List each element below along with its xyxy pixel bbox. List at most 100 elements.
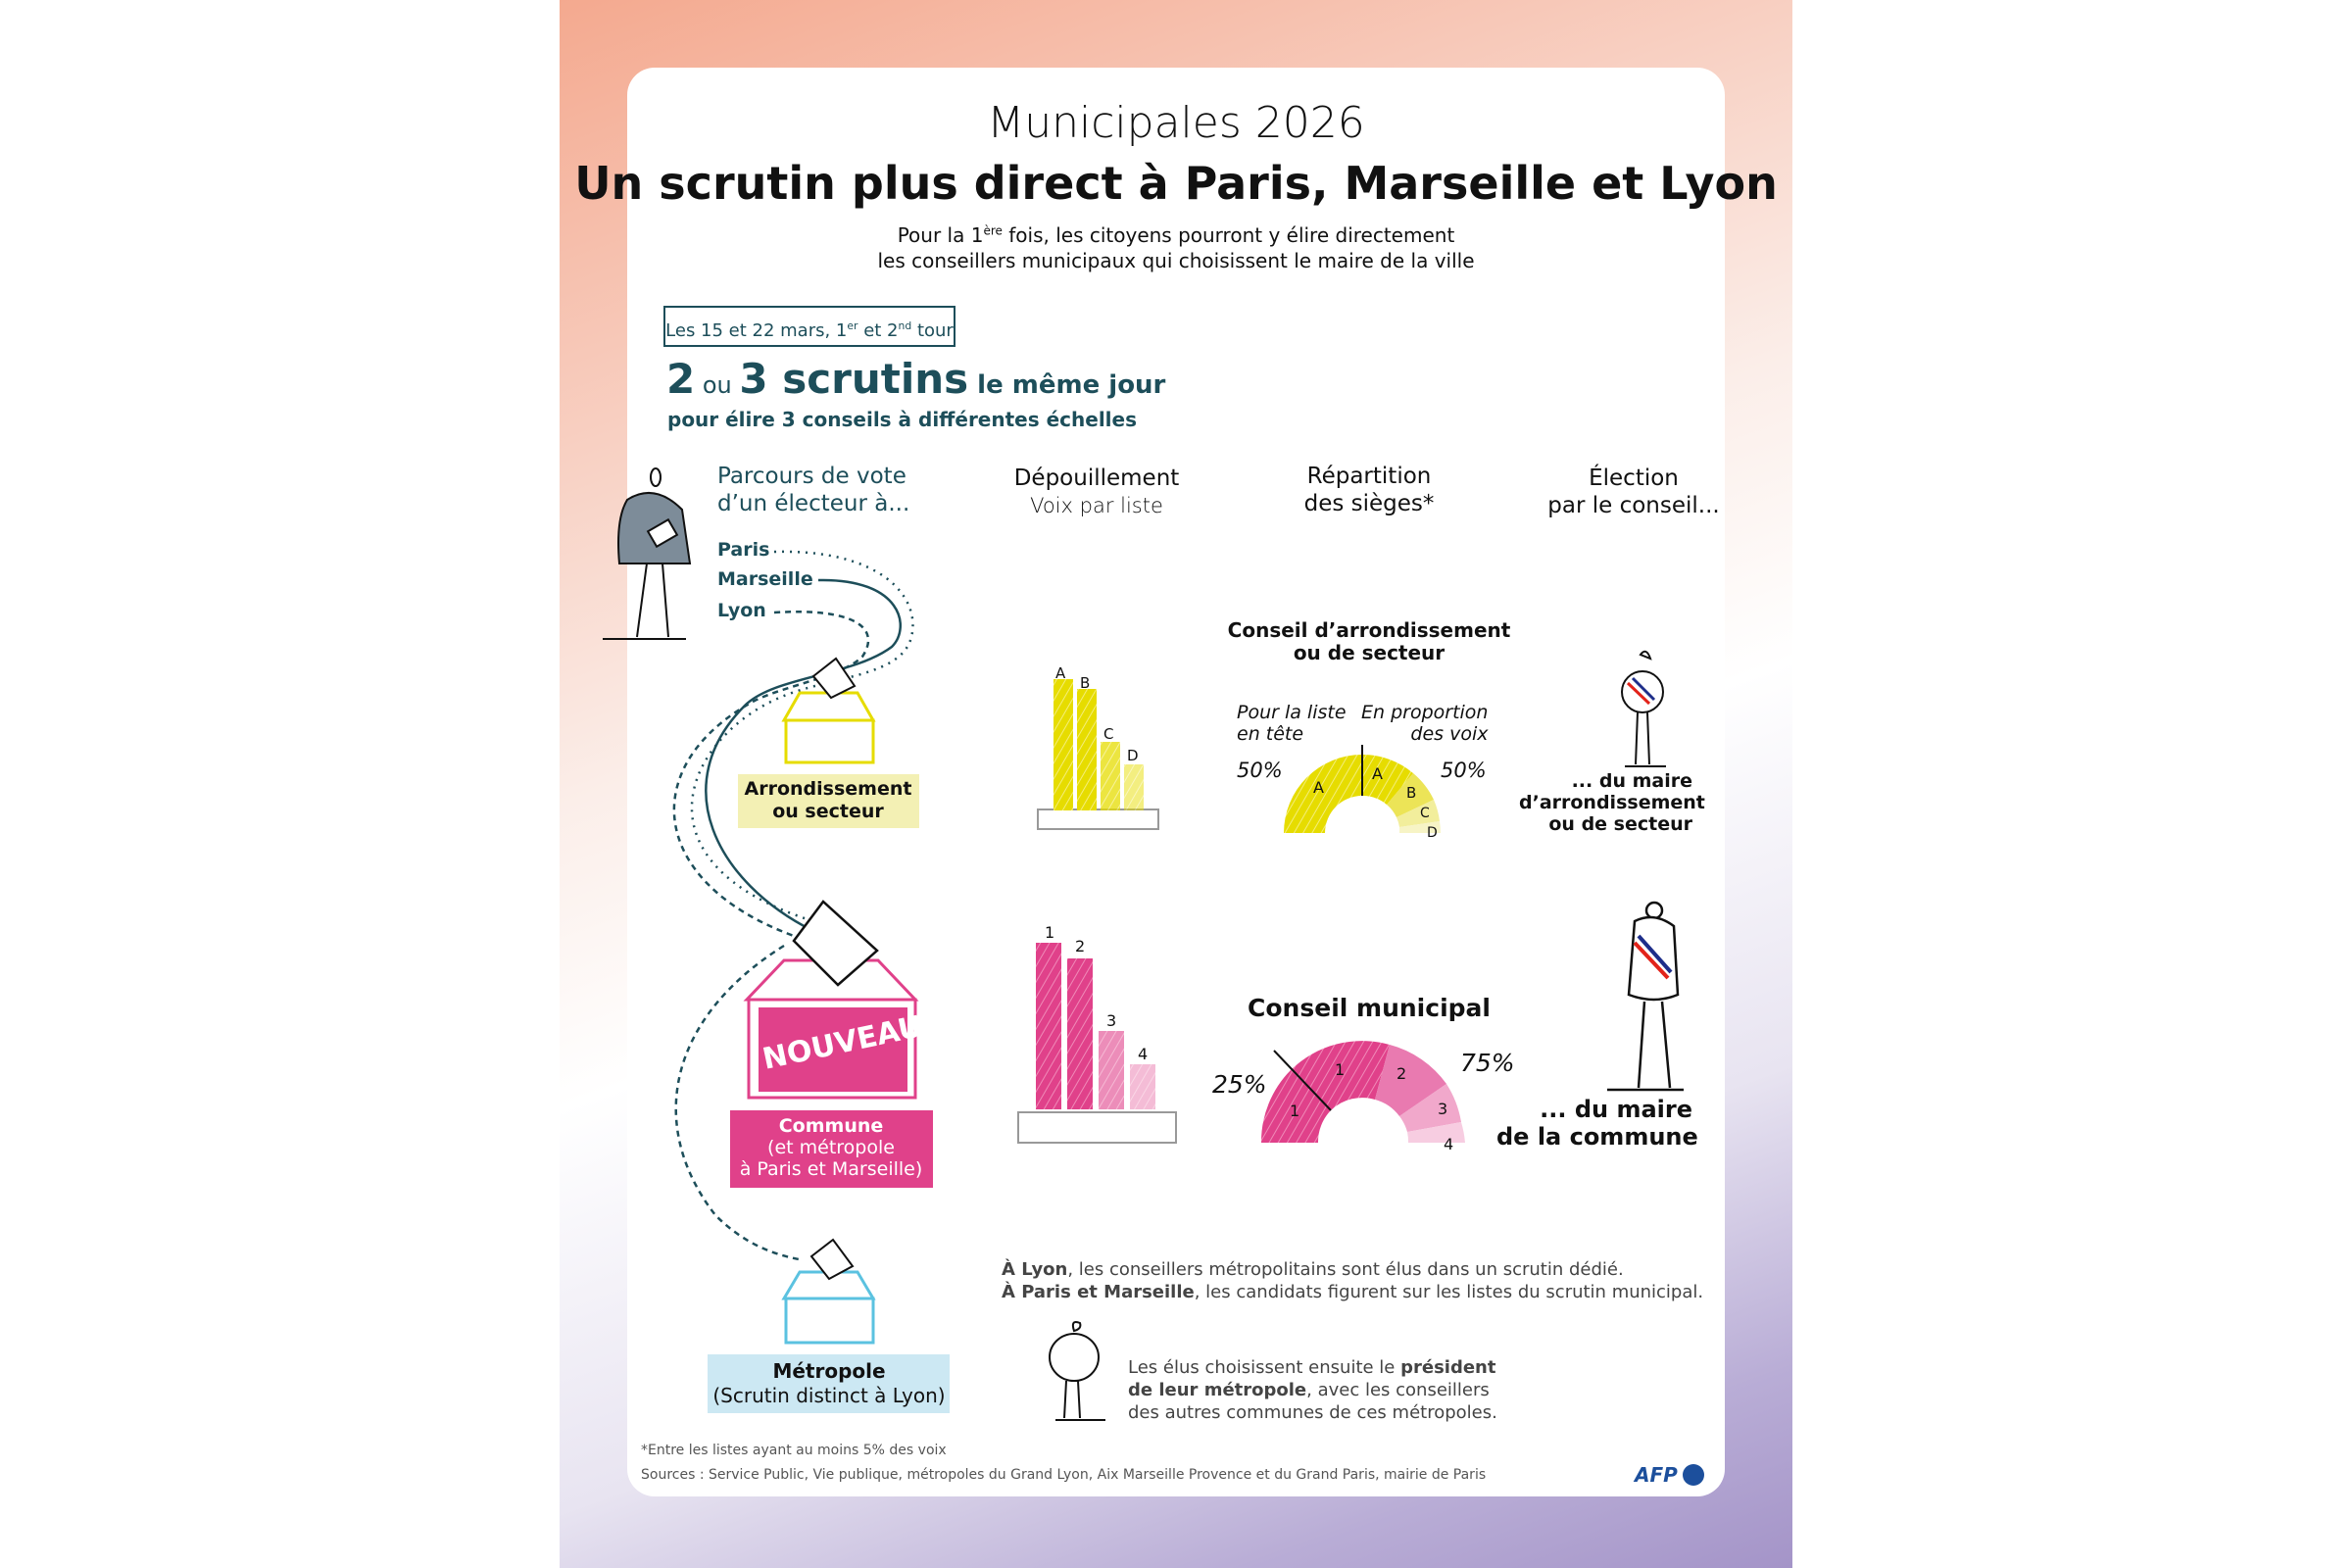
- ballot-box-arrondissement: [781, 657, 876, 764]
- note-text: Les élus choisissent ensuite le: [1128, 1357, 1401, 1378]
- label-line: à Paris et Marseille): [739, 1158, 923, 1180]
- seat-3: 3: [1438, 1100, 1448, 1118]
- bar-label-a: A: [1055, 664, 1066, 682]
- label-line: (et métropole: [767, 1137, 895, 1158]
- seat-d: D: [1427, 825, 1438, 841]
- num: 2: [666, 355, 696, 403]
- bar-2: [1067, 958, 1093, 1109]
- label-line: Pour la liste: [1237, 702, 1347, 723]
- title-line: ou de secteur: [1293, 641, 1446, 664]
- arrondissement-label: Arrondissement ou secteur: [745, 778, 912, 823]
- mayor-arrondissement-figure: [1621, 650, 1666, 767]
- city-lyon: Lyon: [717, 600, 766, 621]
- commune-label: Commune (et métropole à Paris et Marseille…: [740, 1115, 923, 1180]
- label-line: Métropole: [772, 1359, 886, 1383]
- scrutins-sub: pour élire 3 conseils à différentes éche…: [667, 408, 1138, 431]
- ballot-box-metropole: [781, 1238, 876, 1345]
- city-paris: Paris: [717, 539, 770, 561]
- afp-logo: [1683, 1464, 1704, 1486]
- elus-note: Les élus choisissent ensuite le présiden…: [1128, 1356, 1497, 1424]
- bar-label-1: 1: [1045, 923, 1055, 942]
- bar-label-c: C: [1103, 725, 1114, 743]
- bar-4: [1130, 1064, 1155, 1109]
- ou: ou: [695, 371, 740, 399]
- left-label: Pour la liste en tête: [1237, 702, 1347, 745]
- col-line: d’un électeur à...: [717, 491, 910, 516]
- bar-1: [1036, 943, 1061, 1109]
- label-line: ou de secteur: [1548, 813, 1692, 835]
- bar-label-b: B: [1080, 674, 1091, 692]
- yellow-vote-bars: [1037, 679, 1159, 830]
- date-box: Les 15 et 22 mars, 1er et 2nd tour: [663, 306, 956, 347]
- mayor-commune-label: ... du maire de la commune: [1496, 1096, 1698, 1151]
- seat-1: 1: [1335, 1060, 1346, 1079]
- col-line: par le conseil...: [1547, 493, 1720, 518]
- col-line: Parcours de vote: [717, 464, 906, 489]
- title-line: Conseil d’arrondissement: [1227, 618, 1511, 642]
- note-paris-marseille: À Paris et Marseille, les candidats figu…: [1002, 1281, 1703, 1303]
- date-text: Les 15 et 22 mars, 1: [665, 320, 848, 341]
- note-text: , les conseillers métropolitains sont él…: [1067, 1259, 1624, 1280]
- seat-a: A: [1372, 764, 1383, 783]
- column-depouillement: Dépouillement Voix par liste: [1014, 465, 1180, 519]
- afp-logo-text: AFP: [1635, 1463, 1678, 1487]
- column-parcours: Parcours de vote d’un électeur à...: [717, 463, 909, 517]
- arrondissement-label-bg: [738, 774, 919, 828]
- note-bold: À Paris et Marseille: [1002, 1282, 1195, 1302]
- note-bold: de leur métropole: [1128, 1380, 1307, 1400]
- bar-c: [1101, 742, 1120, 810]
- seat-c: C: [1420, 806, 1430, 821]
- date-sup: er: [847, 319, 858, 332]
- sources: Sources : Service Public, Vie publique, …: [641, 1467, 1487, 1483]
- commune-label-bg: [730, 1110, 933, 1188]
- seat-2: 2: [1396, 1064, 1407, 1083]
- seat-a-left: A: [1313, 778, 1324, 797]
- ballot-box-commune: [743, 900, 919, 1100]
- subtitle-text: Pour la 1: [897, 223, 984, 247]
- note-text: , avec les conseillers: [1306, 1380, 1490, 1400]
- right-label: En proportion des voix: [1361, 702, 1488, 745]
- metropole-notes: À Lyon, les conseillers métropolitains s…: [1002, 1258, 1703, 1303]
- right-pct: 50%: [1441, 759, 1487, 782]
- label-line: des voix: [1410, 723, 1489, 745]
- note-text: , les candidats figurent sur les listes …: [1194, 1282, 1704, 1302]
- elus-line: des autres communes de ces métropoles.: [1128, 1402, 1497, 1423]
- subtitle-line-2: les conseillers municipaux qui choisisse…: [877, 249, 1475, 272]
- label-line: ou secteur: [772, 801, 884, 822]
- column-election: Élection par le conseil...: [1547, 465, 1719, 519]
- mayor-arrondissement-label: ... du maire d’arrondissement ou de secteu…: [1519, 770, 1705, 835]
- pink-vote-bars: [1017, 943, 1177, 1144]
- col-line: Voix par liste: [1030, 494, 1163, 517]
- city-marseille: Marseille: [717, 568, 813, 590]
- bar-a: [1054, 679, 1073, 810]
- bar-label-d: D: [1127, 747, 1139, 764]
- elus-line: de leur métropole, avec les conseillers: [1128, 1379, 1497, 1401]
- seat-1-left: 1: [1290, 1102, 1300, 1120]
- label-line: (Scrutin distinct à Lyon): [712, 1384, 946, 1407]
- bar-d: [1124, 764, 1144, 810]
- elus-line: Les élus choisissent ensuite le présiden…: [1128, 1356, 1497, 1379]
- subtitle-sup: ère: [983, 223, 1003, 238]
- footnote: *Entre les listes ayant au moins 5% des …: [641, 1443, 947, 1458]
- rest: le même jour: [968, 370, 1166, 400]
- voter-figure: [603, 467, 692, 640]
- num: 3 scrutins: [739, 355, 969, 403]
- arrondissement-council-title: Conseil d’arrondissement ou de secteur: [1228, 619, 1511, 664]
- kicker: Municipales 2026: [987, 98, 1365, 148]
- note-bold: À Lyon: [1002, 1259, 1068, 1280]
- bar-label-3: 3: [1106, 1011, 1117, 1030]
- bar-b: [1077, 689, 1097, 810]
- subtitle-text: fois, les citoyens pourront y élire dire…: [1002, 223, 1455, 247]
- label-line: de la commune: [1496, 1123, 1698, 1151]
- label-line: d’arrondissement: [1519, 792, 1705, 813]
- label-line: Commune: [778, 1115, 884, 1137]
- label-line: En proportion: [1361, 702, 1489, 723]
- col-line: Dépouillement: [1013, 466, 1180, 491]
- col-line: Élection: [1589, 466, 1679, 491]
- municipal-hemicycle: [1260, 1041, 1465, 1143]
- voting-paths: [672, 550, 914, 1261]
- scrutins-heading: 2 ou 3 scrutins le même jour: [666, 355, 1165, 403]
- bar-label-2: 2: [1075, 937, 1086, 956]
- municipal-council-title: Conseil municipal: [1248, 994, 1491, 1022]
